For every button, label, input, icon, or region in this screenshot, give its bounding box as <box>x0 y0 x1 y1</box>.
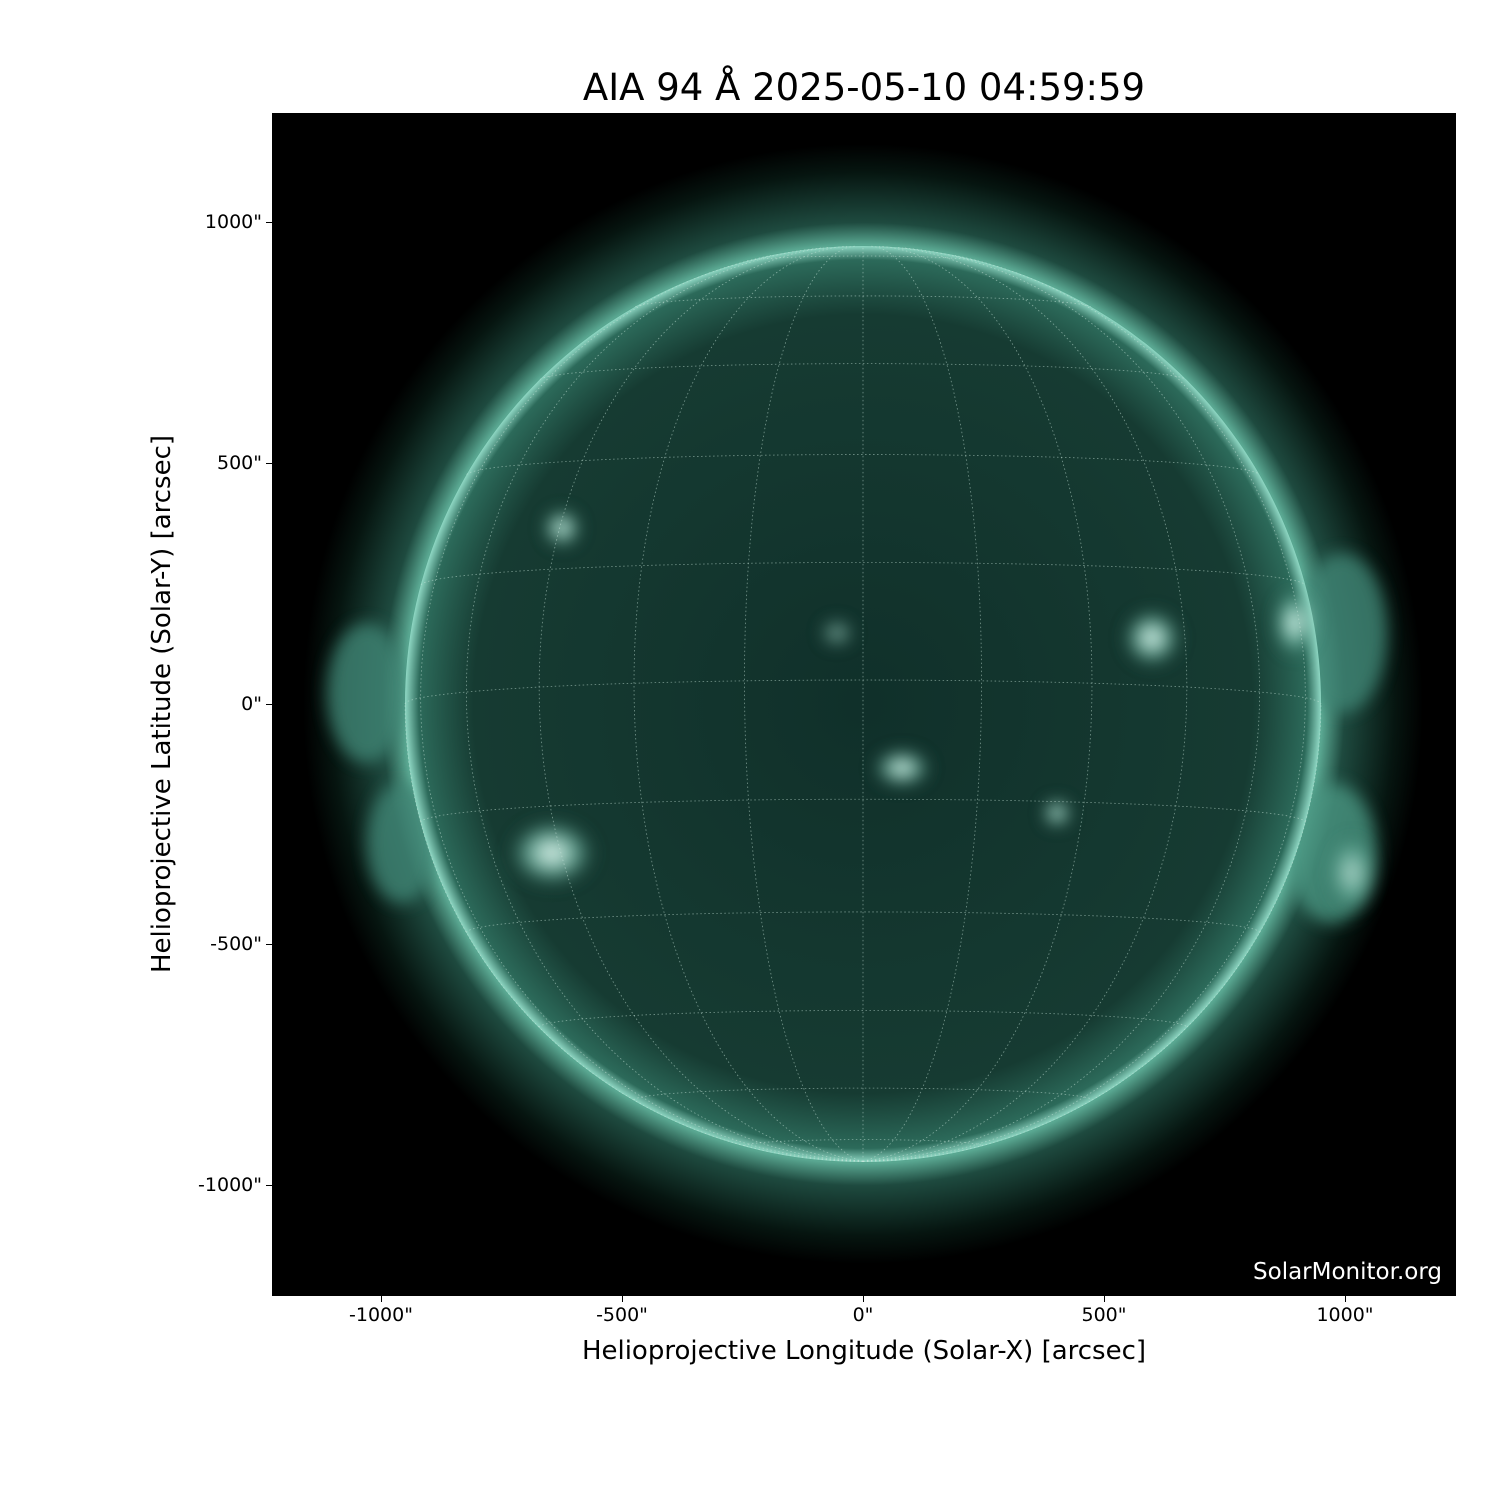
grid-line <box>862 254 1306 1162</box>
x-tick-label: -1000" <box>349 1304 413 1326</box>
grid-line <box>420 798 1306 823</box>
grid-line <box>862 247 1261 1162</box>
y-tick-label: 1000" <box>204 211 262 233</box>
x-tick-label: -500" <box>596 1304 648 1326</box>
solar-image: SolarMonitor.org <box>272 113 1456 1296</box>
x-tick-mark <box>863 1296 864 1302</box>
y-tick-mark <box>266 463 272 464</box>
x-tick-mark <box>381 1296 382 1302</box>
y-tick-mark <box>266 704 272 705</box>
y-tick-label: 0" <box>241 693 262 715</box>
x-tick-label: 1000" <box>1316 1304 1374 1326</box>
y-tick-mark <box>266 1185 272 1186</box>
watermark: SolarMonitor.org <box>1253 1259 1442 1285</box>
x-tick-label: 0" <box>852 1304 874 1326</box>
y-tick-mark <box>266 222 272 223</box>
grid-line <box>633 245 864 1162</box>
grid-line <box>862 246 1188 1162</box>
grid-line <box>538 1010 1188 1028</box>
grid-line <box>538 246 864 1162</box>
grid-line <box>633 1087 1093 1101</box>
y-tick-label: 500" <box>216 452 262 474</box>
grid-line <box>862 245 982 1162</box>
y-tick-label: -1000" <box>198 1174 262 1196</box>
y-tick-label: -500" <box>210 933 262 955</box>
x-tick-mark <box>1104 1296 1105 1302</box>
grid-line <box>635 295 1091 308</box>
y-axis-label: Helioprojective Latitude (Solar-Y) [arcs… <box>147 434 177 974</box>
grid-line <box>746 255 980 262</box>
active-regions <box>507 508 1377 913</box>
x-axis-label: Helioprojective Longitude (Solar-X) [arc… <box>581 1336 1147 1366</box>
x-tick-mark <box>1345 1296 1346 1302</box>
x-tick-mark <box>622 1296 623 1302</box>
grid-line <box>862 245 1093 1162</box>
grid-line <box>466 454 1260 475</box>
x-tick-label: 500" <box>1081 1304 1127 1326</box>
grid-line <box>465 247 864 1162</box>
grid-line <box>539 363 1187 380</box>
y-tick-mark <box>266 944 272 945</box>
grid-line <box>744 1139 982 1146</box>
plot-title: AIA 94 Å 2025-05-10 04:59:59 <box>582 66 1146 109</box>
grid-line <box>420 254 864 1162</box>
heliographic-grid <box>404 245 1322 1162</box>
grid-line <box>744 245 864 1162</box>
grid-line <box>404 679 1322 705</box>
